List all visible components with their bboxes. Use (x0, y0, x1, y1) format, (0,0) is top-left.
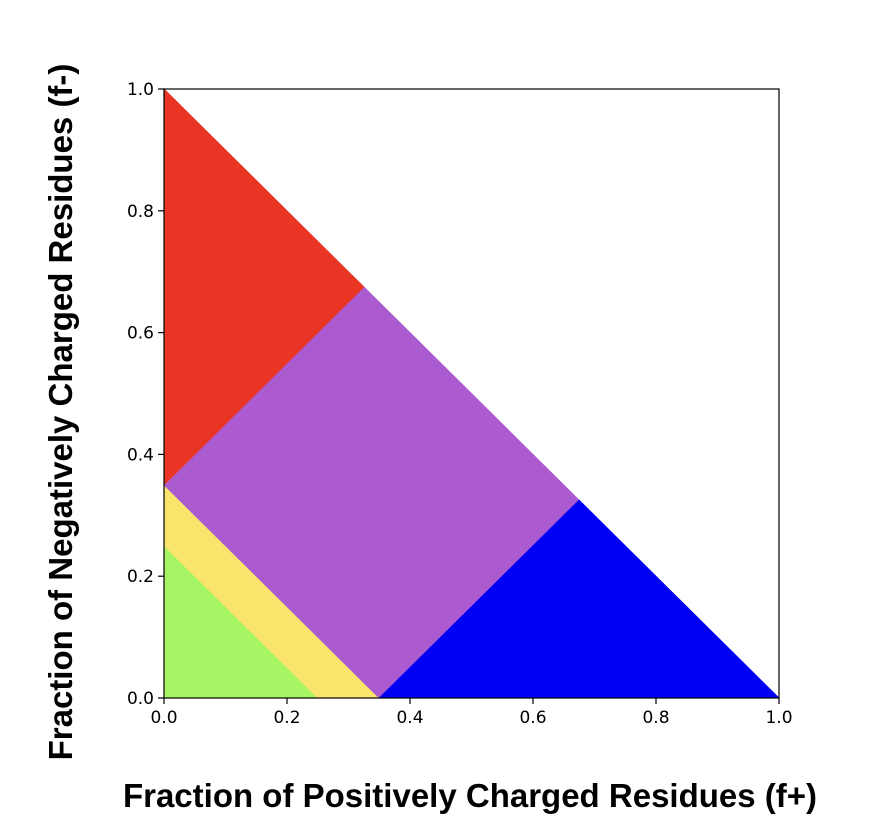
regions-layer (163, 88, 780, 699)
y-tick-label: 1.0 (127, 80, 154, 100)
y-tick-label: 0.6 (127, 324, 154, 344)
x-axis-title: Fraction of Positively Charged Residues … (123, 777, 817, 814)
plot-frame (163, 88, 780, 699)
y-tick-label: 0.8 (127, 202, 154, 222)
x-tick-label: 0.0 (150, 708, 177, 728)
x-tick-label: 0.8 (642, 708, 669, 728)
x-tick-label: 0.6 (519, 708, 546, 728)
ticks-layer: 0.0 0.2 0.4 0.6 0.8 1.0 0.0 0.2 0.4 0.6 0.8 1.0 (127, 80, 793, 728)
x-tick-label: 1.0 (765, 708, 792, 728)
x-tick-label: 0.2 (273, 708, 300, 728)
y-tick-label: 0.0 (127, 689, 154, 709)
y-axis-title: Fraction of Negatively Charged Residues … (42, 64, 79, 761)
x-tick-label: 0.4 (396, 708, 423, 728)
y-tick-label: 0.2 (127, 567, 154, 587)
y-tick-label: 0.4 (127, 445, 154, 465)
